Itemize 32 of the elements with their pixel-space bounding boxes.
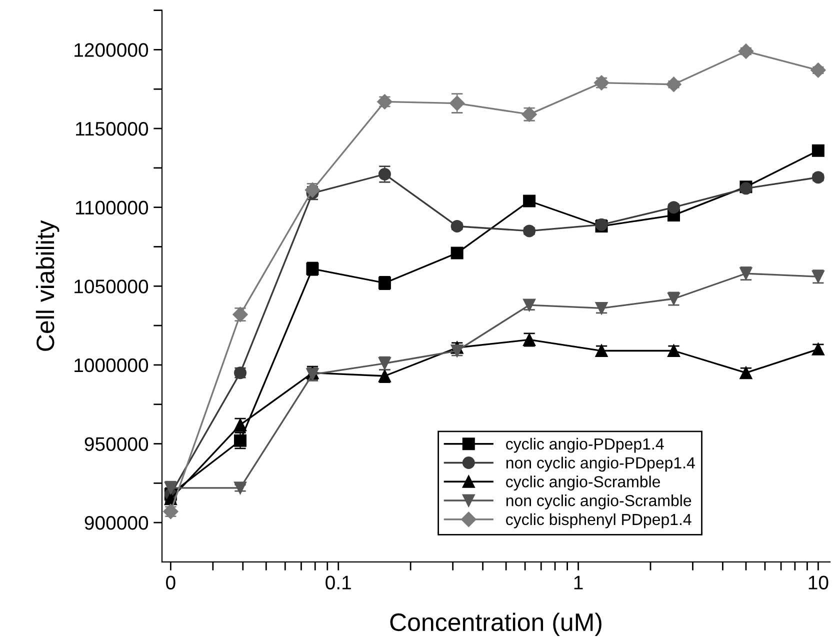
point: [812, 171, 824, 184]
y-axis-title: Cell viability: [36, 220, 60, 351]
y-tick-label: 1200000: [74, 43, 148, 57]
y-tick-label: 1050000: [74, 280, 148, 294]
x-tick-label: 1: [574, 576, 583, 590]
legend-label: cyclic angio-PDpep1.4: [506, 438, 664, 453]
point: [450, 246, 464, 260]
point: [234, 434, 247, 447]
point: [523, 224, 536, 238]
legend-label: non cyclic angio-PDpep1.4: [506, 456, 695, 472]
legend-label: cyclic angio-Scramble: [506, 476, 660, 491]
point: [738, 44, 754, 59]
point: [523, 194, 536, 208]
point: [234, 482, 247, 494]
point: [810, 62, 826, 78]
point: [378, 168, 391, 180]
point: [812, 144, 824, 157]
y-tick-label: 1100000: [76, 200, 148, 215]
y-tick-label: 1150000: [76, 122, 148, 136]
point: [450, 96, 465, 111]
point: [667, 201, 680, 214]
point: [666, 76, 682, 92]
y-tick-label: 1000000: [74, 358, 148, 372]
legend-label: non cyclic angio-Scramble: [506, 494, 692, 510]
x-tick-label: 0: [166, 576, 176, 590]
y-tick-label: 900000: [84, 516, 148, 530]
x-axis-title: Concentration (uM): [390, 612, 602, 636]
legend-label: cyclic bisphenyl PDpep1.4: [506, 513, 692, 528]
x-tick-label: 0.1: [326, 576, 351, 590]
y-tick-label: 950000: [84, 437, 148, 451]
point: [450, 220, 464, 232]
x-tick-label: 10: [808, 576, 828, 590]
